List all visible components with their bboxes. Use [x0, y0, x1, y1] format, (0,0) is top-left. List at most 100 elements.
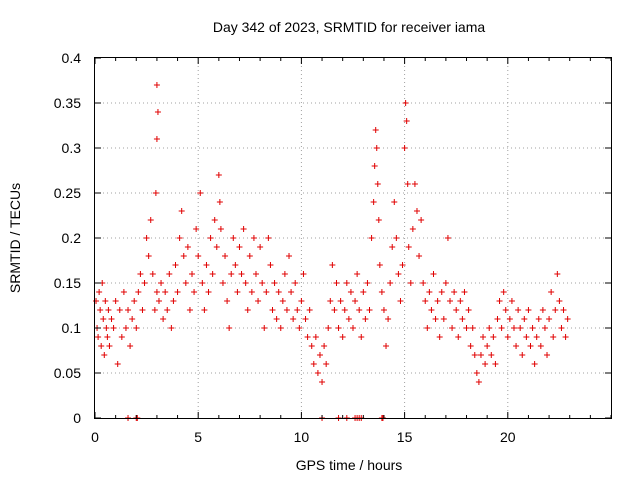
- data-point: [191, 289, 198, 295]
- data-point: [463, 325, 470, 331]
- data-point: [380, 307, 387, 313]
- data-point: [321, 343, 328, 349]
- data-point: [217, 226, 224, 232]
- data-point: [387, 280, 394, 286]
- data-point: [477, 352, 484, 358]
- data-point: [292, 280, 299, 286]
- data-point: [228, 271, 235, 277]
- data-point: [283, 307, 290, 313]
- data-point: [459, 316, 466, 322]
- data-point: [494, 316, 501, 322]
- data-point: [368, 235, 375, 241]
- data-point: [244, 307, 251, 313]
- data-point: [552, 307, 559, 313]
- data-point: [316, 352, 323, 358]
- data-point: [288, 289, 295, 295]
- data-point: [370, 199, 377, 205]
- data-point: [527, 343, 534, 349]
- data-points: [93, 82, 571, 421]
- data-point: [436, 334, 443, 340]
- data-point: [250, 235, 257, 241]
- plot-frame: [94, 57, 612, 419]
- data-point: [259, 280, 266, 286]
- data-point: [529, 325, 536, 331]
- data-point: [550, 334, 557, 340]
- x-tick-label: 20: [500, 429, 516, 445]
- data-point: [152, 190, 159, 196]
- data-point: [122, 325, 129, 331]
- data-point: [174, 289, 181, 295]
- data-point: [246, 253, 253, 259]
- data-point: [420, 280, 427, 286]
- data-point: [486, 325, 493, 331]
- data-point: [216, 199, 223, 205]
- data-point: [265, 235, 272, 241]
- data-point: [475, 379, 482, 385]
- data-point: [143, 235, 150, 241]
- data-point: [158, 280, 165, 286]
- data-point: [176, 235, 183, 241]
- data-point: [564, 316, 571, 322]
- data-point: [102, 298, 109, 304]
- data-point: [352, 298, 359, 304]
- y-tick-label: 0.05: [54, 365, 81, 381]
- data-point: [267, 262, 274, 268]
- x-tick-label: 0: [91, 429, 99, 445]
- data-point: [286, 253, 293, 259]
- data-point: [531, 361, 538, 367]
- data-point: [403, 118, 410, 124]
- data-point: [488, 352, 495, 358]
- data-point: [358, 334, 365, 340]
- data-point: [125, 307, 132, 313]
- data-point: [236, 244, 243, 250]
- data-point: [424, 325, 431, 331]
- data-point: [519, 352, 526, 358]
- data-point: [137, 271, 144, 277]
- data-point: [189, 271, 196, 277]
- data-point: [273, 316, 280, 322]
- data-point: [430, 271, 437, 277]
- data-point: [234, 289, 241, 295]
- data-point: [252, 271, 259, 277]
- data-point: [186, 307, 193, 313]
- data-point: [558, 325, 565, 331]
- data-point: [112, 298, 119, 304]
- data-point: [178, 208, 185, 214]
- data-point: [373, 145, 380, 151]
- data-point: [469, 325, 476, 331]
- y-tick-label: 0.3: [62, 140, 82, 156]
- data-point: [513, 343, 520, 349]
- data-point: [335, 325, 342, 331]
- data-point: [222, 253, 229, 259]
- data-point: [537, 343, 544, 349]
- grid-lines: [95, 58, 611, 418]
- data-point: [401, 145, 408, 151]
- data-point: [521, 316, 528, 322]
- data-point: [339, 334, 346, 340]
- data-point: [383, 343, 390, 349]
- data-point: [345, 316, 352, 322]
- y-tick-label: 0.25: [54, 185, 81, 201]
- data-point: [298, 298, 305, 304]
- data-point: [404, 181, 411, 187]
- data-point: [290, 316, 297, 322]
- data-point: [480, 334, 487, 340]
- data-point: [300, 271, 307, 277]
- data-point: [411, 181, 418, 187]
- data-point: [444, 235, 451, 241]
- data-point: [207, 235, 214, 241]
- data-point: [180, 253, 187, 259]
- data-point: [407, 280, 414, 286]
- data-point: [502, 307, 509, 313]
- data-point: [525, 307, 532, 313]
- data-point: [306, 307, 313, 313]
- y-tick-label: 0.2: [62, 230, 82, 246]
- data-point: [541, 325, 548, 331]
- data-point: [331, 307, 338, 313]
- data-point: [153, 289, 160, 295]
- data-point: [184, 244, 191, 250]
- data-point: [296, 325, 303, 331]
- data-point: [457, 298, 464, 304]
- data-point: [145, 253, 152, 259]
